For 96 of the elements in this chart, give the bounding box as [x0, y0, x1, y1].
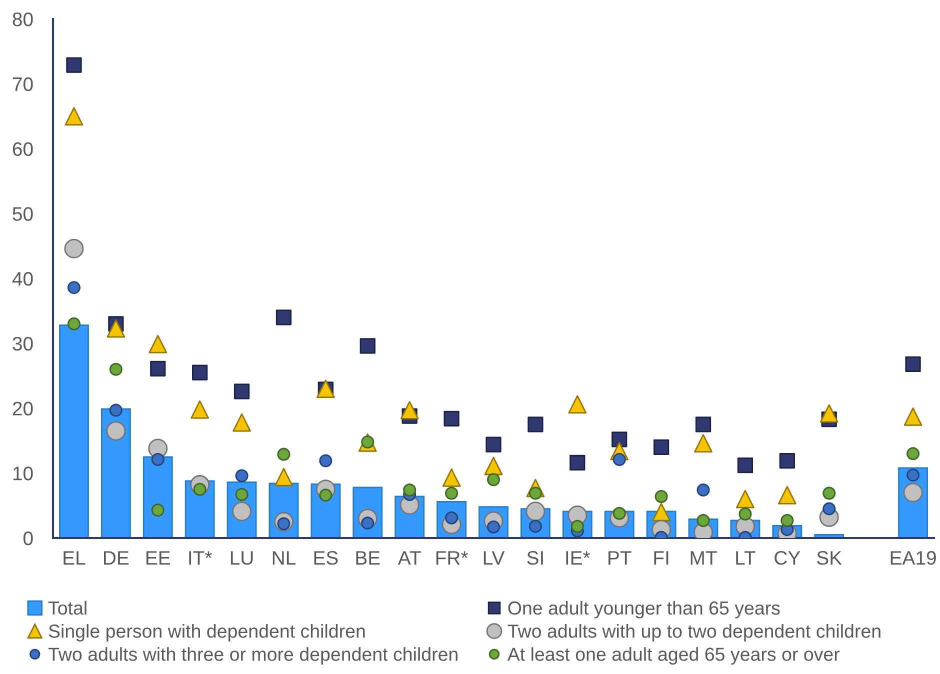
x-tick-label: IT* — [189, 551, 212, 565]
point — [696, 483, 710, 496]
point — [820, 404, 838, 423]
point — [444, 410, 460, 426]
point — [319, 488, 332, 502]
point — [694, 434, 712, 452]
point — [64, 238, 84, 258]
point — [779, 452, 795, 469]
point — [235, 488, 248, 502]
x-tick-label: LT — [736, 551, 756, 565]
point — [778, 486, 796, 504]
y-tick-label: 70 — [12, 77, 33, 92]
x-tick-label: CY — [774, 551, 800, 565]
point — [822, 502, 836, 516]
x-tick-label: SI — [527, 551, 543, 565]
point — [780, 514, 794, 527]
point — [150, 360, 166, 376]
y-tick-label: 80 — [12, 12, 33, 26]
point — [654, 490, 668, 503]
point — [904, 407, 922, 426]
point — [106, 421, 126, 441]
point — [568, 395, 587, 414]
point — [445, 486, 458, 500]
point — [442, 468, 461, 487]
point — [612, 432, 628, 448]
x-tick-label: FR* — [436, 551, 468, 565]
x-tick-label: FI — [654, 551, 668, 565]
x-tick-label: IE* — [566, 551, 590, 565]
point — [526, 502, 546, 522]
legend-label: Single person with dependent children — [48, 624, 365, 642]
x-tick-label: AT — [398, 551, 421, 565]
point — [654, 439, 670, 455]
point — [66, 57, 82, 73]
legend-label: One adult younger than 65 years — [508, 600, 780, 618]
x-tick-label: EL — [64, 551, 86, 565]
point — [274, 468, 293, 486]
y-tick-label: 0 — [24, 531, 33, 546]
y-tick-label: 60 — [12, 142, 33, 156]
point — [109, 362, 122, 376]
point — [67, 317, 80, 330]
point — [235, 469, 248, 482]
point — [905, 356, 921, 372]
point — [528, 416, 544, 432]
point — [64, 107, 84, 126]
y-tick-label: 10 — [13, 466, 33, 480]
point — [277, 448, 290, 461]
point — [403, 483, 416, 496]
point — [486, 436, 502, 452]
legend-label: Total — [48, 600, 86, 615]
point — [652, 502, 671, 522]
point — [738, 507, 752, 520]
point — [360, 338, 376, 354]
bar — [59, 324, 89, 538]
point — [109, 404, 122, 417]
legend-label: Two adults with up to two dependent children — [508, 624, 880, 642]
x-tick-label: LV — [484, 551, 505, 565]
x-tick-label: MT — [690, 551, 717, 565]
point — [484, 456, 503, 476]
point — [232, 413, 251, 432]
point — [570, 454, 586, 471]
legend-label: Two adults with three or more dependent children — [48, 647, 458, 665]
point — [612, 452, 626, 466]
point — [148, 334, 168, 354]
bar — [142, 456, 173, 538]
point — [696, 514, 710, 527]
x-tick-label: ES — [314, 551, 338, 565]
point — [822, 486, 836, 500]
point — [234, 384, 250, 400]
point — [906, 468, 920, 482]
x-tick-label: SK — [817, 551, 842, 565]
y-tick-label: 40 — [12, 272, 33, 286]
x-tick-label: DE — [104, 551, 129, 565]
x-tick-label: EA19 — [890, 551, 936, 565]
point — [276, 310, 292, 326]
point — [106, 319, 126, 338]
x-tick-label: BE — [356, 551, 380, 565]
y-tick-label: 20 — [12, 402, 33, 416]
point — [486, 473, 500, 486]
y-tick-label: 30 — [12, 336, 33, 351]
x-tick-label: EE — [146, 551, 170, 565]
point — [67, 281, 80, 294]
point — [906, 447, 920, 460]
x-tick-label: LU — [230, 551, 253, 565]
point — [151, 504, 164, 517]
point — [695, 416, 712, 432]
point — [151, 452, 164, 466]
legend-label: At least one adult aged 65 years or over — [507, 647, 840, 665]
point — [400, 400, 419, 420]
point — [736, 490, 754, 508]
point — [737, 458, 754, 474]
x-tick-label: PT — [608, 551, 632, 565]
point — [319, 454, 332, 468]
x-tick-label: NL — [272, 551, 296, 565]
point — [192, 364, 208, 380]
y-tick-label: 50 — [12, 207, 33, 221]
point — [190, 400, 210, 419]
